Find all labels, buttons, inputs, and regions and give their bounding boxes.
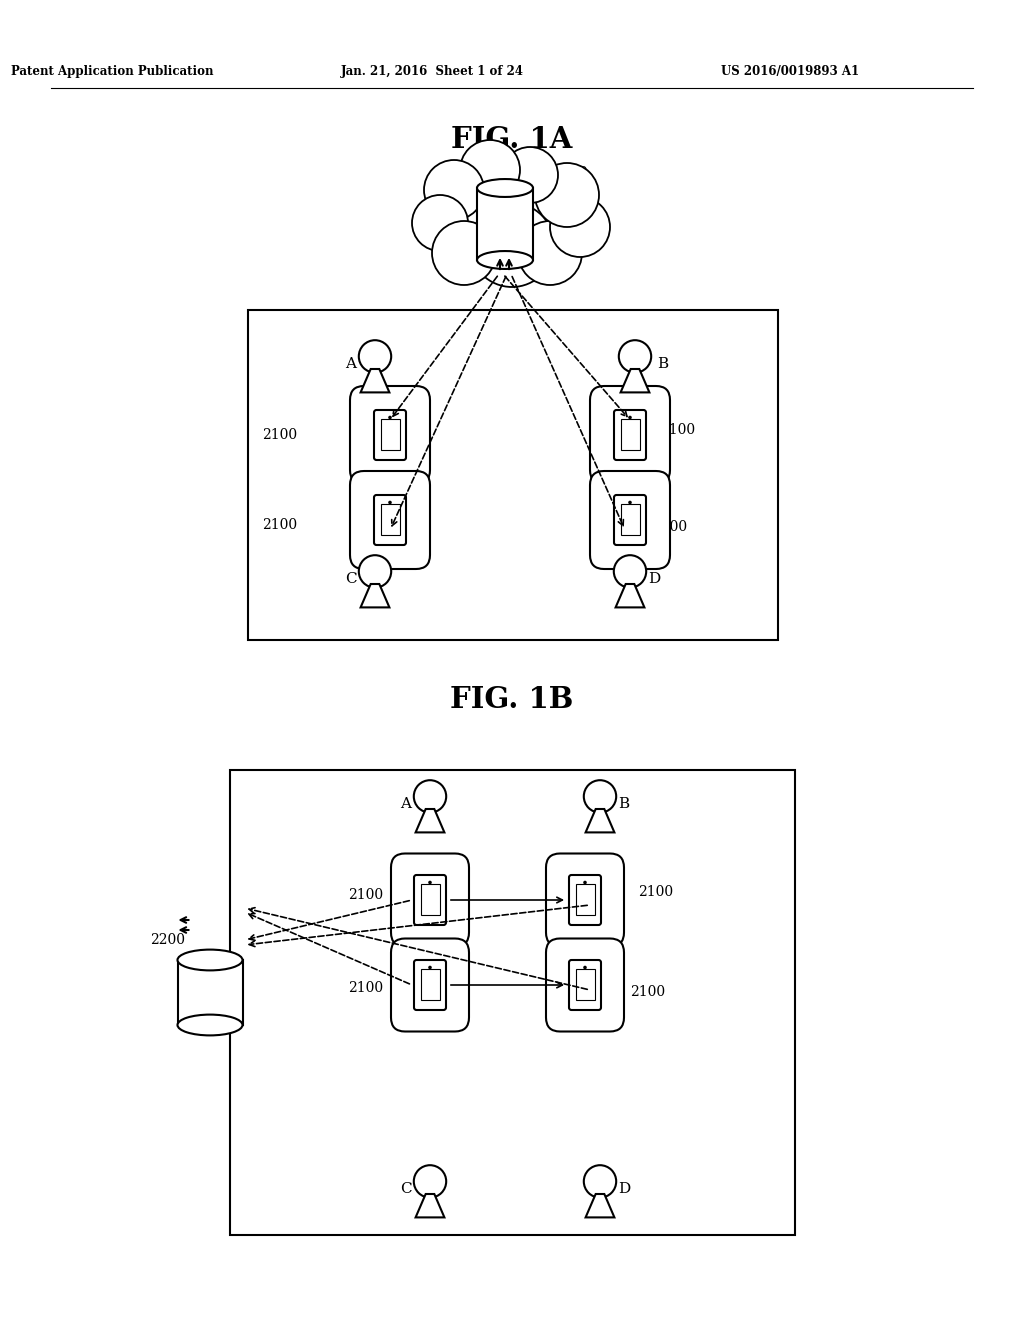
Circle shape [628,500,632,504]
FancyBboxPatch shape [374,411,406,459]
FancyBboxPatch shape [569,875,601,925]
Circle shape [502,147,558,203]
Text: B: B [618,797,629,810]
Bar [575,883,595,915]
Text: D: D [618,1181,630,1196]
Text: 2200: 2200 [550,166,589,180]
Circle shape [584,880,587,884]
FancyBboxPatch shape [614,495,646,545]
Bar [177,960,243,1026]
Text: 2100: 2100 [630,985,666,999]
Bar [421,883,439,915]
Text: A: A [345,356,356,371]
FancyBboxPatch shape [590,471,670,569]
FancyBboxPatch shape [590,385,670,484]
Circle shape [414,780,446,813]
Text: FIG. 1A: FIG. 1A [452,125,572,154]
FancyBboxPatch shape [546,854,624,946]
Text: 2100: 2100 [262,517,297,532]
FancyBboxPatch shape [350,471,430,569]
Text: FIG. 1B: FIG. 1B [451,685,573,714]
Circle shape [584,1166,616,1197]
Circle shape [424,160,484,220]
Bar [248,310,778,640]
Bar [621,418,640,450]
Polygon shape [615,583,644,607]
Text: 2100: 2100 [660,422,695,437]
FancyBboxPatch shape [374,495,406,545]
FancyBboxPatch shape [391,854,469,946]
Circle shape [613,556,646,587]
Polygon shape [360,370,389,392]
Text: C: C [400,1181,412,1196]
Bar [381,503,399,535]
Text: 2100: 2100 [348,888,383,902]
Text: Jan. 21, 2016  Sheet 1 of 24: Jan. 21, 2016 Sheet 1 of 24 [341,66,523,78]
Circle shape [584,780,616,813]
Text: Patent Application Publication: Patent Application Publication [10,66,213,78]
Text: 2100: 2100 [348,981,383,995]
Circle shape [470,203,554,286]
Ellipse shape [177,949,243,970]
FancyBboxPatch shape [414,960,446,1010]
Circle shape [412,195,468,251]
Polygon shape [586,1195,614,1217]
Text: US 2016/0019893 A1: US 2016/0019893 A1 [721,66,859,78]
FancyBboxPatch shape [391,939,469,1031]
Circle shape [358,556,391,587]
Circle shape [628,416,632,420]
FancyBboxPatch shape [350,385,430,484]
Polygon shape [621,370,649,392]
Ellipse shape [442,173,582,248]
Text: 2100: 2100 [638,884,673,899]
Polygon shape [416,1195,444,1217]
Bar [421,969,439,999]
Circle shape [550,197,610,257]
Circle shape [414,1166,446,1197]
Circle shape [518,220,582,285]
Bar [381,418,399,450]
Circle shape [388,416,392,420]
Circle shape [428,880,432,884]
Circle shape [584,966,587,969]
Ellipse shape [177,1015,243,1035]
Text: 2200: 2200 [150,933,185,946]
Text: 2100: 2100 [652,520,687,535]
Circle shape [535,162,599,227]
Text: B: B [657,356,668,371]
Text: C: C [345,572,356,586]
Ellipse shape [477,180,534,197]
Bar [477,187,534,260]
Circle shape [428,966,432,969]
Circle shape [358,341,391,372]
FancyBboxPatch shape [614,411,646,459]
Text: 2100: 2100 [262,428,297,442]
Text: A: A [400,797,411,810]
Text: D: D [648,572,660,586]
Polygon shape [416,809,444,833]
Bar [575,969,595,999]
Circle shape [388,500,392,504]
Polygon shape [360,583,389,607]
Bar [621,503,640,535]
Ellipse shape [477,251,534,269]
Bar [230,770,795,1236]
Circle shape [432,220,496,285]
FancyBboxPatch shape [546,939,624,1031]
Circle shape [618,341,651,372]
FancyBboxPatch shape [414,875,446,925]
FancyBboxPatch shape [569,960,601,1010]
Polygon shape [586,809,614,833]
Circle shape [460,140,520,201]
